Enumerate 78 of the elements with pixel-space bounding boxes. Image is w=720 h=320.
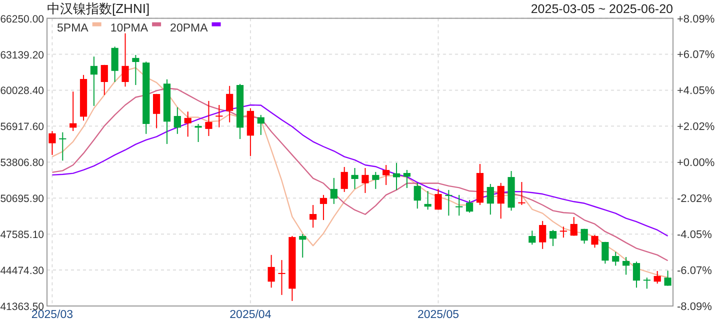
candlestick: [268, 254, 275, 288]
candlestick: [340, 166, 348, 192]
candlestick: [330, 177, 338, 204]
candlestick: [362, 168, 369, 194]
candlestick: [372, 171, 380, 190]
line-series: [52, 88, 668, 262]
legend-label: 20PMA: [170, 22, 208, 34]
y-tick-label: 60028.40: [0, 85, 44, 98]
candlestick: [602, 241, 609, 264]
candlestick: [486, 183, 494, 216]
candlestick: [591, 234, 598, 248]
candlestick: [622, 256, 630, 276]
candlestick: [580, 228, 588, 244]
y2-tick-label: +6.07%: [677, 49, 715, 62]
legend-label: 10PMA: [110, 22, 148, 34]
candlestick: [497, 182, 504, 220]
y-tick-label: 53806.80: [0, 157, 44, 170]
y-tick-label: 56917.60: [0, 121, 44, 134]
legend-label: 5PMA: [57, 22, 89, 34]
candlestick: [153, 93, 160, 129]
candlestick: [560, 226, 567, 238]
y2-tick-label: -4.05%: [677, 229, 712, 242]
candlestick: [392, 162, 400, 190]
candlestick: [434, 188, 442, 210]
candlestick: [184, 111, 192, 138]
y2-tick-label: +4.05%: [677, 85, 715, 98]
candlestick: [257, 114, 264, 136]
candlestick: [216, 104, 223, 128]
y-tick-label: 47585.10: [0, 229, 44, 242]
candlestick: [100, 64, 108, 96]
candlestick: [111, 46, 118, 82]
y2-tick-label: +2.02%: [677, 121, 715, 134]
candlestick: [414, 182, 421, 210]
candlestick: [654, 270, 661, 284]
x-tick-label: 2025/03: [31, 309, 74, 320]
y-tick-label: 63139.20: [0, 49, 44, 62]
candlestick: [132, 54, 140, 86]
candlestick: [320, 194, 328, 221]
candlestick: [59, 132, 66, 162]
candlestick: [664, 270, 672, 286]
candlestick: [70, 91, 77, 132]
y-tick-label: 44474.30: [0, 265, 44, 278]
candlestick: [194, 123, 202, 142]
candlestick: [90, 56, 98, 106]
y2-tick-label: -8.09%: [677, 301, 712, 313]
candlestick: [570, 216, 578, 236]
y2-tick-label: -2.02%: [677, 193, 712, 206]
candlestick: [466, 200, 474, 214]
candlestick: [528, 230, 536, 246]
y2-tick-label: +8.09%: [677, 13, 715, 26]
candlestick: [518, 181, 526, 206]
y-tick-label: 66250.00: [0, 13, 44, 26]
candlestick: [643, 277, 650, 290]
candlestick: [351, 168, 358, 190]
chart-title: 中汉镍指数[ZHNI]: [47, 1, 150, 16]
candlestick: [539, 220, 546, 250]
candlestick: [48, 130, 56, 156]
candlestick: [299, 234, 306, 258]
candlestick: [612, 251, 620, 266]
candlestick: [278, 260, 286, 296]
candlestick: [632, 261, 640, 288]
candlestick: [122, 32, 129, 88]
candlestick: [382, 164, 390, 186]
x-tick-label: 2025/04: [230, 309, 272, 320]
y2-tick-label: -6.07%: [677, 265, 712, 278]
candlestick: [549, 229, 557, 247]
candlestick: [205, 100, 212, 136]
candlestick: [456, 194, 463, 216]
chart-subtitle: 2025-03-05 ~ 2025-06-20: [530, 2, 674, 16]
candlestick: [403, 169, 410, 189]
candlestick: [445, 189, 452, 216]
y2-tick-label: +0.00%: [677, 157, 715, 170]
candlestick: [226, 85, 234, 123]
candlestick: [424, 190, 432, 210]
candlestick: [174, 106, 181, 134]
x-tick-label: 2025/05: [417, 309, 460, 320]
candlestick: [310, 204, 317, 228]
y-tick-label: 50695.90: [0, 193, 44, 206]
